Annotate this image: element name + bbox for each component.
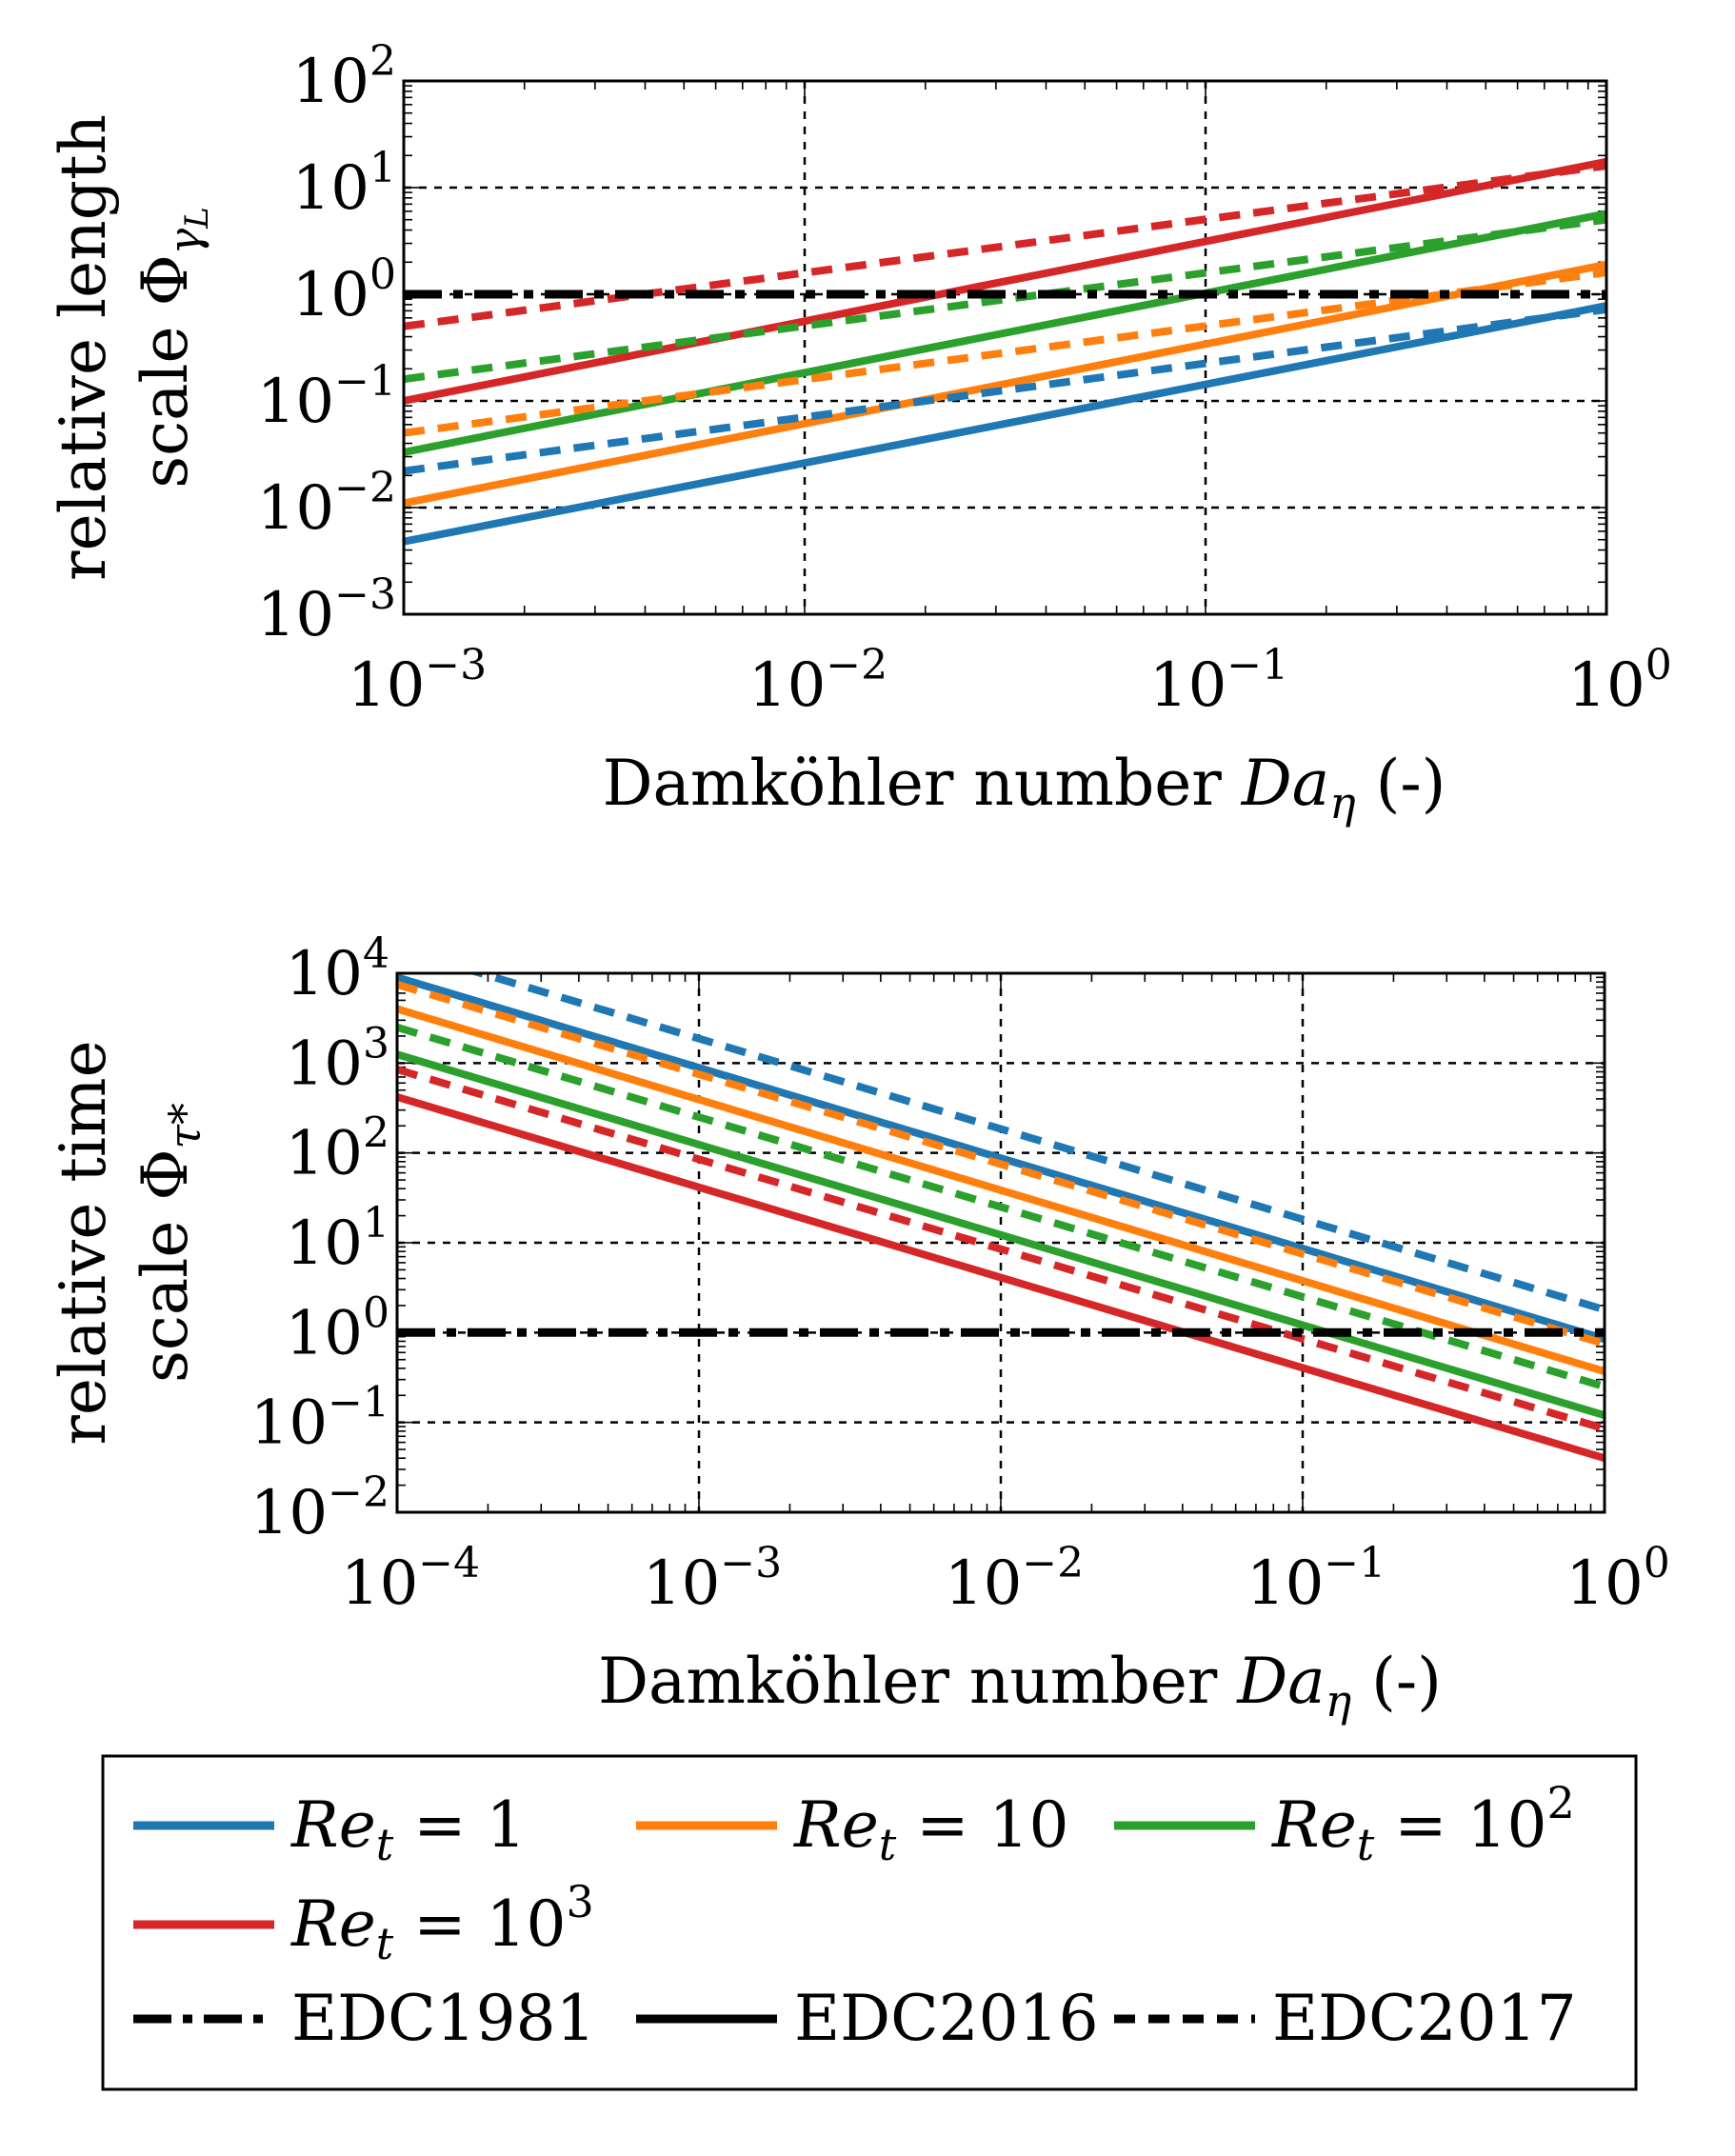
y-tick-label: 10−2 bbox=[257, 464, 396, 544]
legend-label: Ret = 10 bbox=[793, 1788, 1069, 1870]
x-tick-label: 10−1 bbox=[1149, 641, 1288, 721]
series-re-10-edc2017 bbox=[404, 269, 1606, 437]
y-tick-label: 10−2 bbox=[250, 1468, 389, 1548]
series-re-1-edc2017 bbox=[467, 973, 1605, 1314]
legend-entry-re-100: Ret = 102 bbox=[1114, 1777, 1575, 1870]
y-tick-label: 10−3 bbox=[257, 570, 396, 650]
y-axis-label-line1: relative length bbox=[47, 114, 120, 581]
y-tick-label: 102 bbox=[292, 37, 396, 117]
series-group bbox=[404, 157, 1606, 546]
series-re-10-edc2016 bbox=[404, 260, 1606, 508]
y-tick-label: 103 bbox=[286, 1019, 389, 1099]
series-re-100-edc2017 bbox=[404, 215, 1606, 384]
series-re-10-edc2017 bbox=[397, 980, 1605, 1348]
x-tick-label: 100 bbox=[1565, 1539, 1669, 1619]
legend-label: Ret = 103 bbox=[290, 1876, 594, 1969]
series-re-1000-edc2017 bbox=[397, 1066, 1605, 1433]
plot-frame bbox=[402, 79, 1608, 616]
legend-entry-re-1: Ret = 1 bbox=[133, 1788, 527, 1870]
x-tick-label: 10−2 bbox=[748, 641, 887, 721]
series-re-1-edc2016 bbox=[397, 973, 1605, 1343]
y-tick-label: 10−1 bbox=[257, 357, 396, 437]
x-tick-label: 10−4 bbox=[341, 1539, 480, 1619]
series-re-1000-edc2017 bbox=[404, 162, 1606, 330]
grid bbox=[404, 81, 1606, 614]
legend-entry-re-10: Ret = 10 bbox=[636, 1788, 1069, 1870]
y-axis-label: relative time scale Φτ* bbox=[47, 1040, 210, 1445]
y-tick-label: 101 bbox=[292, 144, 396, 224]
series-re-1000-edc2016 bbox=[397, 1093, 1605, 1463]
y-axis-label-line2: scale Φτ* bbox=[129, 1103, 210, 1383]
x-tick-label: 10−3 bbox=[643, 1539, 782, 1619]
legend-entry-edc2017: EDC2017 bbox=[1114, 1982, 1577, 2055]
series-re-100-edc2016 bbox=[404, 210, 1606, 456]
time-scale-chart: 10−4 10−3 10−2 10−1 100 10−2 10−1 100 101 102 103 1… bbox=[47, 929, 1670, 1727]
x-tick-label: 10−2 bbox=[945, 1539, 1084, 1619]
legend-label: Ret = 1 bbox=[290, 1788, 527, 1870]
x-tick-label: 10−3 bbox=[348, 641, 487, 721]
ticks bbox=[403, 81, 1606, 615]
y-axis-label-line2: scale ΦγL bbox=[129, 207, 216, 489]
y-axis-label: relative length scale ΦγL bbox=[47, 114, 216, 581]
length-scale-chart: 10−3 10−2 10−1 100 10−3 10−2 10−1 100 101 102 Damk… bbox=[47, 37, 1672, 828]
legend-label: EDC2016 bbox=[794, 1982, 1099, 2055]
y-tick-label: 10−1 bbox=[250, 1379, 389, 1459]
legend: Ret = 1 Ret = 10 Ret = 102 Ret = 103 EDC1981… bbox=[101, 1754, 1638, 2091]
x-tick-label: 10−1 bbox=[1246, 1539, 1386, 1619]
legend-box bbox=[101, 1754, 1638, 2091]
x-axis-label: Damköhler number Daη (-) bbox=[603, 747, 1446, 828]
legend-label: Ret = 102 bbox=[1271, 1777, 1575, 1870]
x-axis-label: Damköhler number Daη (-) bbox=[598, 1645, 1442, 1727]
legend-entry-re-1000: Ret = 103 bbox=[133, 1876, 594, 1969]
y-tick-label: 100 bbox=[292, 250, 396, 330]
y-tick-label: 101 bbox=[286, 1199, 389, 1279]
series-re-100-edc2016 bbox=[397, 1050, 1605, 1420]
x-tick-label: 100 bbox=[1567, 641, 1671, 721]
y-tick-label: 102 bbox=[286, 1109, 389, 1189]
series-re-10-edc2016 bbox=[397, 1005, 1605, 1375]
legend-entry-edc2016: EDC2016 bbox=[636, 1982, 1099, 2055]
series-re-1-edc2016 bbox=[404, 302, 1606, 546]
y-tick-label: 104 bbox=[286, 929, 389, 1009]
y-tick-label: 100 bbox=[286, 1288, 389, 1368]
grid bbox=[397, 973, 1605, 1512]
legend-label: EDC1981 bbox=[291, 1982, 596, 2055]
series-re-100-edc2017 bbox=[397, 1023, 1605, 1390]
series-re-1000-edc2016 bbox=[404, 157, 1606, 405]
legend-entry-edc1981: EDC1981 bbox=[133, 1982, 596, 2055]
legend-label: EDC2017 bbox=[1272, 1982, 1577, 2055]
series-re-1-edc2017 bbox=[404, 306, 1606, 475]
series-group bbox=[397, 973, 1605, 1463]
plot-frame bbox=[395, 971, 1606, 1514]
y-axis-label-line1: relative time bbox=[47, 1040, 120, 1445]
